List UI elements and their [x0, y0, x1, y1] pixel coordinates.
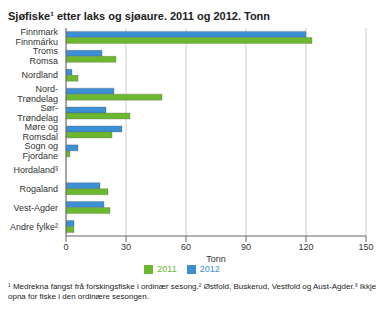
svg-text:30: 30 [121, 242, 131, 252]
svg-text:Sogn ogFjordane: Sogn ogFjordane [22, 141, 58, 161]
html-text:2011: 2011 [157, 264, 177, 274]
svg-text:TromsRomsa: TromsRomsa [29, 46, 58, 66]
svg-text:Møre ogRomsdal: Møre ogRomsdal [22, 122, 58, 142]
svg-text:Hordaland³: Hordaland³ [13, 165, 58, 175]
svg-text:Nord-Trøndelag: Nord-Trøndelag [17, 84, 58, 104]
html-text:2012: 2012 [199, 264, 220, 274]
svg-text:0: 0 [63, 242, 68, 252]
html-text:¹ Medrekna fangst frå forsking: ¹ Medrekna fangst frå forskingsfiske i o… [8, 282, 377, 301]
svg-text:Rogaland: Rogaland [19, 184, 58, 194]
svg-text:120: 120 [298, 242, 313, 252]
svg-text:Tonn: Tonn [206, 254, 226, 264]
html-text:Sjøfiske¹ etter laks og sjøaur: Sjøfiske¹ etter laks og sjøaure. 2011 og… [8, 10, 271, 22]
svg-text:90: 90 [241, 242, 251, 252]
svg-text:Vest-Agder: Vest-Agder [13, 203, 58, 213]
svg-text:150: 150 [358, 242, 373, 252]
svg-text:Andre fylke²: Andre fylke² [10, 222, 58, 232]
svg-text:60: 60 [181, 242, 191, 252]
svg-text:Nordland: Nordland [21, 70, 58, 80]
svg-text:FinnmarkFinnmárku: FinnmarkFinnmárku [15, 27, 58, 47]
svg-text:Sør-Trøndelag: Sør-Trøndelag [17, 103, 58, 123]
